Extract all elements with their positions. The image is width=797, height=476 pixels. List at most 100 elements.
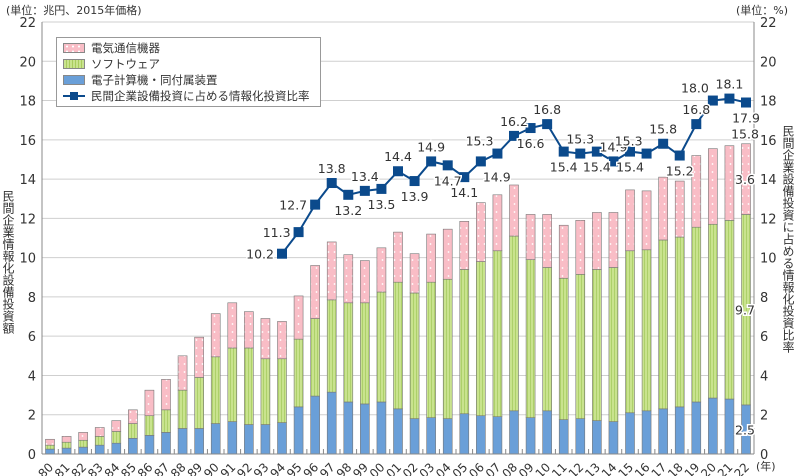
x-tick-label: 13 xyxy=(582,460,603,476)
bar-telecom xyxy=(625,189,635,252)
left-tick-label: 10 xyxy=(19,252,36,267)
bar-software xyxy=(708,223,718,399)
ratio-value-label: 16.6 xyxy=(517,136,545,151)
bar-computers xyxy=(260,424,271,455)
bar-computers xyxy=(442,418,453,455)
bar-software xyxy=(260,358,271,425)
bar-telecom xyxy=(442,228,453,280)
x-axis-unit: (年) xyxy=(756,460,776,473)
legend: 電気通信機器 ソフトウェア 電子計算機・同付属装置 民間企業設備投資に占める情報… xyxy=(56,37,321,107)
left-tick-label: 18 xyxy=(19,95,36,110)
bar-software xyxy=(61,441,72,449)
bar-computers xyxy=(641,410,652,455)
bar-software xyxy=(210,356,221,424)
bar-computers xyxy=(111,442,122,455)
software-2022-label: 9.7 xyxy=(735,303,755,318)
x-tick-label: 81 xyxy=(52,460,73,476)
bar-telecom xyxy=(492,194,503,252)
ratio-marker xyxy=(426,156,437,167)
x-tick-label: 10 xyxy=(533,460,554,476)
bar-computers xyxy=(708,397,718,455)
x-tick-label: 16 xyxy=(632,460,653,476)
x-tick-label: 93 xyxy=(251,460,272,476)
bar-computers xyxy=(210,423,221,455)
bar-software xyxy=(542,267,552,412)
bar-software xyxy=(492,250,503,417)
bar-software xyxy=(227,347,238,422)
x-tick-label: 98 xyxy=(334,460,355,476)
bar-computers xyxy=(525,417,536,455)
left-tick-label: 0 xyxy=(28,448,36,463)
bar-computers xyxy=(277,422,287,455)
legend-label: 電気通信機器 xyxy=(91,41,160,55)
ratio-value-label: 10.2 xyxy=(246,247,274,262)
bar-software xyxy=(558,277,569,420)
ratio-value-label: 18.0 xyxy=(681,81,709,96)
right-tick-label: 14 xyxy=(760,173,777,188)
ratio-value-label: 15.4 xyxy=(550,160,578,175)
bar-computers xyxy=(691,401,702,455)
bar-computers xyxy=(575,418,586,455)
bar-computers xyxy=(476,415,486,455)
bar-computers xyxy=(177,428,188,455)
ratio-marker xyxy=(558,146,569,157)
bar-computers xyxy=(61,447,72,455)
ratio-value-label: 14.9 xyxy=(483,169,511,184)
bar-software xyxy=(343,302,354,403)
left-tick-label: 4 xyxy=(28,369,36,384)
bar-computers xyxy=(128,437,138,455)
bar-software xyxy=(592,269,602,421)
bar-software xyxy=(310,318,320,397)
bar-software xyxy=(575,274,586,419)
bar-telecom xyxy=(459,221,470,270)
ratio-value-label: 15.4 xyxy=(583,160,611,175)
ratio-value-label: 15.4 xyxy=(616,160,644,175)
ratio-value-label: 15.8 xyxy=(649,122,677,137)
right-tick-label: 20 xyxy=(760,55,777,70)
x-tick-label: 88 xyxy=(168,460,189,476)
ratio-line xyxy=(277,93,751,259)
ratio-value-label: 16.8 xyxy=(682,102,710,117)
right-tick-label: 10 xyxy=(760,252,777,267)
legend-item-telecom: 電気通信機器 xyxy=(63,40,314,56)
x-tick-label: 02 xyxy=(400,460,421,476)
computers-swatch-icon xyxy=(63,75,85,85)
bar-software xyxy=(111,431,122,444)
bar-telecom xyxy=(592,212,602,270)
ratio-marker xyxy=(575,148,586,159)
x-tick-label: 92 xyxy=(234,460,255,476)
left-tick-label: 14 xyxy=(19,173,36,188)
ratio-marker xyxy=(525,123,536,134)
bar-telecom xyxy=(674,180,685,238)
bar-software xyxy=(393,281,403,410)
bar-computers xyxy=(509,410,519,455)
bar-software xyxy=(45,444,55,450)
x-tick-label: 11 xyxy=(549,460,570,476)
bar-software xyxy=(177,389,188,429)
bar-software xyxy=(326,299,337,393)
ratio-marker xyxy=(343,189,354,200)
bar-telecom xyxy=(542,214,552,268)
ratio-marker xyxy=(475,156,486,167)
bar-computers xyxy=(558,419,569,455)
right-tick-label: 12 xyxy=(760,212,777,227)
bar-computers xyxy=(326,391,337,455)
x-tick-label: 85 xyxy=(118,460,139,476)
x-tick-label: 09 xyxy=(516,460,537,476)
x-tick-label: 18 xyxy=(665,460,686,476)
right-unit-label: (単位：%) xyxy=(736,4,789,17)
ratio-value-label: 12.7 xyxy=(279,198,307,213)
telecom-swatch-icon xyxy=(63,43,85,53)
bar-software xyxy=(691,226,702,403)
ratio-marker xyxy=(409,176,420,187)
ratio-value-label: 11.3 xyxy=(263,225,291,240)
x-tick-label: 05 xyxy=(450,460,471,476)
ratio-marker xyxy=(608,156,619,167)
ratio-value-label: 14.4 xyxy=(384,149,412,164)
ratio-value-label: 14.1 xyxy=(450,185,478,200)
right-tick-label: 18 xyxy=(760,95,777,110)
legend-label: 電子計算機・同付属装置 xyxy=(91,73,218,87)
right-tick-label: 8 xyxy=(760,291,768,306)
ratio-value-label: 13.2 xyxy=(334,203,362,218)
x-tick-label: 97 xyxy=(317,460,338,476)
